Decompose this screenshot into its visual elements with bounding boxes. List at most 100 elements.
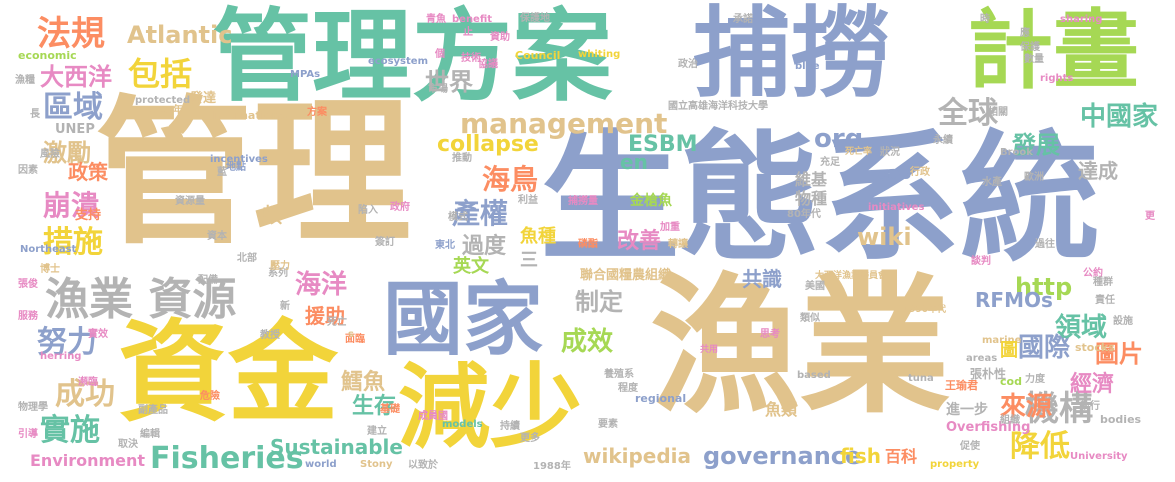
word: wiki: [857, 223, 912, 251]
word: regional: [635, 392, 687, 405]
word: 程度: [618, 383, 638, 394]
word: http: [1015, 273, 1073, 301]
word: 漁業 資源: [45, 274, 237, 325]
word: 歐洲: [1024, 172, 1044, 183]
word: 養殖系: [604, 369, 634, 380]
word: 藍: [217, 167, 227, 178]
word: 面臨: [345, 334, 365, 345]
word: 頗: [262, 203, 282, 227]
word: models: [442, 419, 483, 430]
word: 大西洋漁業委員會: [815, 271, 888, 281]
word: 基礎: [380, 404, 400, 415]
word: 要素: [598, 419, 618, 430]
word: 努力: [37, 325, 97, 360]
word: 因素: [18, 165, 38, 176]
word: RFMOs: [975, 288, 1053, 312]
word: 死亡率: [845, 147, 873, 157]
word: 磷酯: [578, 239, 598, 250]
word: fish: [840, 444, 881, 468]
word: world: [305, 459, 337, 470]
word: 服務: [18, 311, 38, 322]
word: 模式: [448, 212, 468, 223]
word: 經濟: [1070, 372, 1115, 397]
word: 80年代: [787, 209, 821, 220]
word: Northeast: [20, 244, 77, 255]
word: 資金: [118, 309, 338, 437]
word: 圖: [1000, 340, 1018, 361]
word: 降低: [1010, 429, 1070, 464]
word: UNEP: [55, 122, 95, 137]
word: 執行: [1080, 401, 1100, 412]
word: 共用: [700, 345, 719, 355]
word: 美國: [805, 281, 825, 292]
word: 實效: [88, 329, 108, 340]
word: Atlantic: [127, 21, 233, 49]
word: 種群: [1093, 277, 1113, 288]
word: 談判: [971, 256, 991, 267]
word: 漁業: [650, 260, 951, 434]
word: 海鳥: [482, 163, 539, 196]
word: 陷入: [358, 205, 378, 216]
word: 利益: [518, 195, 538, 206]
word: 死亡: [327, 317, 347, 328]
word: 生存: [352, 394, 397, 419]
word: ESBM: [628, 132, 698, 157]
word: 海洋: [295, 270, 348, 300]
word: 更: [1145, 211, 1155, 222]
word: 過往: [1035, 239, 1055, 250]
word: 法規: [37, 14, 105, 54]
word: 市場: [428, 84, 448, 95]
word: 發展: [1012, 131, 1060, 159]
word: 數量: [1024, 54, 1044, 65]
word: 改善: [617, 229, 662, 254]
word: 區域: [43, 90, 103, 125]
word: 系列: [268, 268, 288, 279]
word: herring: [40, 351, 82, 362]
word: 大西洋: [40, 63, 112, 91]
word: 轉讓: [668, 239, 688, 250]
word: 達成: [1078, 159, 1118, 183]
word: protected: [135, 95, 191, 106]
word: 風險: [40, 149, 60, 160]
word: whiting: [578, 49, 621, 60]
word: 產權: [452, 197, 509, 230]
word: 資本: [207, 231, 227, 242]
word: 鱈魚: [341, 370, 386, 395]
word: 持續: [500, 421, 520, 432]
word: 危險: [200, 391, 220, 402]
word: ecosystem: [368, 56, 428, 67]
word: s: [348, 329, 354, 340]
word: Brook: [1000, 147, 1033, 158]
word: areas: [966, 353, 998, 364]
word: rights: [1040, 73, 1074, 84]
word: tuna: [908, 373, 934, 384]
word: 方案: [307, 107, 327, 118]
word: 以致於: [408, 460, 438, 471]
word: 資源量: [175, 196, 205, 207]
word: 教授: [260, 330, 280, 341]
word: 類似: [800, 313, 820, 324]
word: 計畫: [967, 1, 1139, 101]
word: 成效: [561, 327, 614, 357]
word: 物理學: [18, 402, 48, 413]
word: 編輯: [140, 429, 160, 440]
word: 新: [280, 301, 290, 312]
word: blue: [795, 61, 820, 72]
word: 三: [520, 250, 538, 271]
word: 世界: [425, 68, 473, 96]
word: 過度: [462, 234, 507, 259]
word: 技術: [461, 53, 481, 64]
word: management: [460, 107, 668, 140]
word: 簽訂: [375, 237, 395, 248]
word: Overfishing: [946, 420, 1031, 435]
word: economic: [18, 49, 77, 62]
word: 王瑜君: [945, 379, 978, 392]
word: 更多: [520, 433, 540, 444]
word: 建立: [367, 426, 387, 437]
word: en: [620, 150, 648, 174]
word: 推動: [452, 153, 472, 164]
word: 青魚: [426, 14, 446, 25]
word: 包括: [128, 55, 193, 93]
word: 責任: [1095, 295, 1115, 306]
